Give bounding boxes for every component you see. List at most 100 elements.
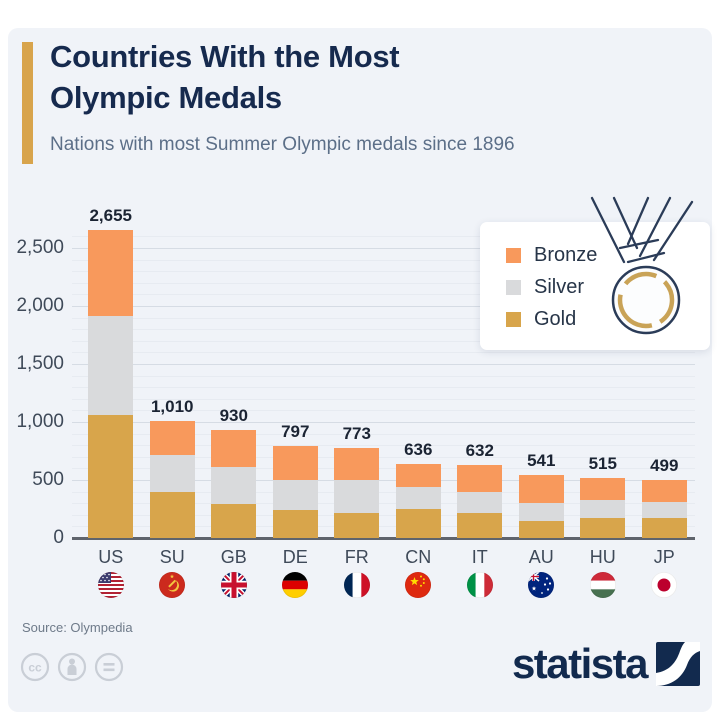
gridline — [72, 387, 695, 389]
cc-attribution-icon[interactable] — [57, 652, 87, 682]
bar-au — [518, 475, 564, 538]
flag-us-icon — [97, 571, 124, 599]
source-text: Source: Olympedia — [22, 620, 133, 635]
gridline — [72, 282, 695, 284]
gridline — [72, 503, 695, 505]
bar-de — [272, 445, 318, 538]
gridline — [72, 317, 695, 319]
y-axis-tick-label: 0 — [53, 527, 64, 548]
gridline — [72, 410, 695, 412]
gridline — [72, 236, 695, 238]
title-line-2: Olympic Medals — [50, 80, 282, 115]
cc-license-icon[interactable]: cc — [20, 652, 50, 682]
olympic-medal-icon — [590, 196, 694, 335]
bar-total-label-de: 797 — [281, 421, 310, 441]
flag-jp-icon — [651, 571, 678, 599]
bar-segment-bronze-hu — [580, 478, 626, 500]
gridline — [72, 271, 695, 273]
flag-hu-icon — [589, 571, 616, 599]
infographic-panel: Countries With the Most Olympic Medals N… — [8, 28, 712, 712]
gridline — [72, 468, 695, 470]
bar-cn — [395, 464, 441, 538]
flag-cn-icon — [405, 571, 432, 599]
x-axis-category-label-de: DE — [282, 547, 308, 567]
gridline — [72, 364, 695, 365]
bar-jp — [641, 480, 687, 538]
x-axis-category-label-gb: GB — [220, 547, 247, 567]
x-axis-category-label-fr: FR — [344, 547, 369, 567]
bar-segment-silver-su — [149, 455, 195, 493]
bar-total-label-hu: 515 — [588, 454, 617, 474]
x-axis-category-label-jp: JP — [653, 547, 675, 567]
legend-item-silver: Silver — [506, 275, 710, 298]
bar-segment-gold-de — [272, 510, 318, 538]
legend-item-bronze: Bronze — [506, 244, 710, 266]
page-subtitle: Nations with most Summer Olympic medals … — [50, 134, 515, 155]
bar-total-label-fr: 773 — [342, 424, 371, 444]
x-axis-category-label-hu: HU — [589, 547, 616, 567]
bar-segment-bronze-de — [272, 445, 318, 481]
x-axis-category-label-us: US — [98, 547, 124, 567]
title-line-1: Countries With the Most — [50, 39, 400, 74]
bar-segment-bronze-cn — [395, 464, 441, 487]
legend-swatch-silver — [506, 279, 521, 295]
bar-segment-gold-fr — [334, 513, 380, 538]
legend-swatch-gold — [506, 311, 521, 327]
gridline — [72, 491, 695, 493]
bar-segment-gold-su — [149, 492, 195, 538]
gridline — [72, 329, 695, 331]
bar-segment-silver-it — [457, 491, 503, 514]
x-axis-category-label-su: SU — [159, 547, 185, 567]
gridline — [72, 375, 695, 377]
bar-segment-gold-it — [457, 513, 503, 538]
bar-segment-bronze-fr — [334, 448, 380, 481]
bar-segment-silver-us — [88, 316, 134, 415]
bar-segment-gold-cn — [395, 509, 441, 538]
x-axis-category-label-au: AU — [528, 547, 554, 567]
bar-segment-bronze-us — [88, 230, 134, 316]
bar-fr — [334, 448, 380, 538]
y-axis-tick-label: 2,500 — [16, 237, 64, 258]
cc-equal-icon[interactable] — [94, 652, 124, 682]
page-title: Countries With the Most Olympic Medals — [50, 36, 400, 118]
flag-de-icon — [282, 571, 309, 599]
flag-it-icon — [466, 571, 493, 599]
bar-total-label-us: 2,655 — [89, 206, 133, 226]
flag-fr-icon — [343, 571, 370, 599]
bar-us — [88, 230, 134, 538]
y-axis-tick-label: 1,500 — [16, 353, 64, 374]
gridline — [72, 526, 695, 528]
bar-segment-bronze-jp — [641, 480, 687, 502]
statista-logo-icon — [656, 642, 700, 686]
legend-label: Gold — [534, 307, 577, 330]
svg-text:cc: cc — [28, 661, 42, 675]
statista-wordmark: statista — [511, 640, 649, 687]
flag-au-icon — [528, 571, 555, 599]
legend-label: Silver — [534, 275, 585, 298]
bar-segment-gold-gb — [211, 503, 257, 538]
bar-total-label-jp: 499 — [650, 456, 679, 476]
gridline — [72, 259, 695, 261]
legend-swatch-bronze — [506, 247, 521, 263]
legend-item-gold: Gold — [506, 307, 710, 330]
bar-total-label-gb: 930 — [219, 406, 248, 426]
gridline — [72, 514, 695, 516]
gridline — [72, 433, 695, 435]
gridline — [72, 456, 695, 458]
cc-icons: cc — [20, 652, 124, 682]
y-axis-tick-label: 500 — [32, 469, 64, 490]
flag-su-icon — [159, 571, 186, 599]
bar-segment-gold-jp — [641, 518, 687, 538]
gridline — [72, 352, 695, 354]
statista-logo[interactable]: statista — [512, 642, 700, 686]
bar-total-label-cn: 636 — [404, 440, 433, 460]
medal-bar-chart: 0 500 1,000 1,500 2,000 2,500 2,655 US 1,010 SU 93… — [8, 28, 712, 712]
gridline — [72, 480, 695, 481]
bar-segment-gold-au — [518, 520, 564, 538]
gridline — [72, 445, 695, 447]
bar-segment-silver-jp — [641, 501, 687, 519]
bar-segment-bronze-au — [518, 475, 564, 504]
bar-su — [149, 420, 195, 538]
bar-total-label-su: 1,010 — [150, 396, 194, 416]
bar-hu — [580, 478, 626, 538]
